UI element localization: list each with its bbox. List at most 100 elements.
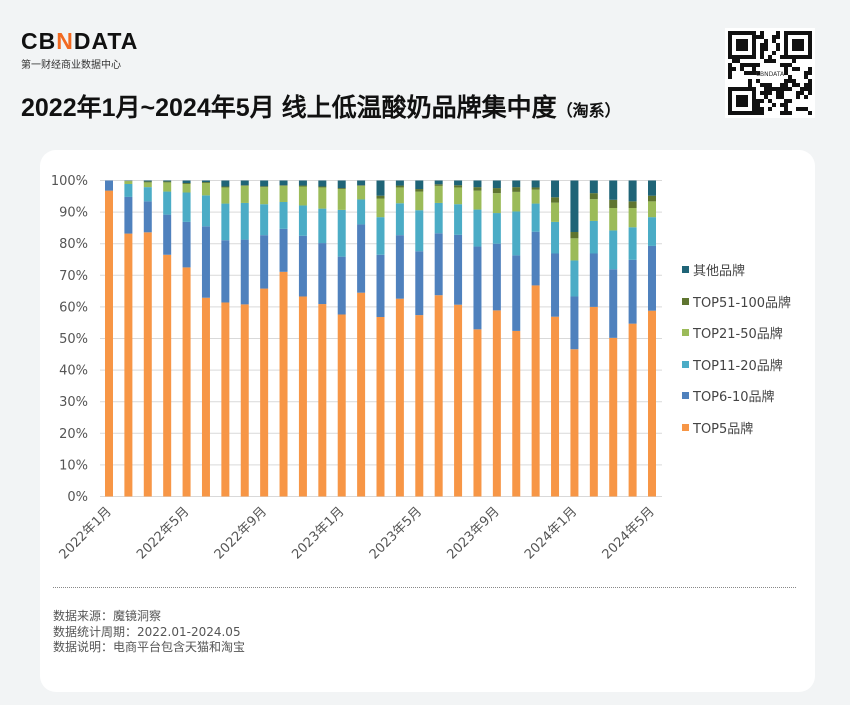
x-tick-label: 2024年5月 <box>600 504 658 562</box>
qr-module <box>768 91 772 95</box>
bar-segment <box>512 330 521 497</box>
qr-module <box>780 95 784 99</box>
legend-label: TOP51-100品牌 <box>693 295 792 311</box>
qr-module <box>780 91 784 95</box>
qr-module <box>804 95 808 99</box>
bar-segment <box>143 201 152 233</box>
bar-segment <box>434 180 443 185</box>
bar-segment <box>201 182 210 184</box>
bar-segment <box>531 285 540 497</box>
bar-segment <box>589 199 598 221</box>
qr-module <box>756 79 760 83</box>
qr-module <box>772 87 776 91</box>
bar-segment <box>221 240 230 303</box>
bar-segment <box>551 202 560 222</box>
bar-segment <box>454 204 463 235</box>
qr-module <box>788 63 792 67</box>
bar-segment <box>415 210 424 252</box>
bar-segment <box>105 180 113 191</box>
qr-module <box>736 59 740 63</box>
bar-segment <box>298 235 307 297</box>
qr-module <box>728 111 732 115</box>
bar-segment <box>279 201 288 229</box>
bar-segment <box>628 227 637 260</box>
qr-module <box>788 31 792 35</box>
bar-segment <box>492 180 501 189</box>
bar-segment <box>551 221 560 254</box>
qr-module <box>792 55 796 59</box>
qr-module <box>776 31 780 35</box>
qr-module <box>752 111 756 115</box>
bar-segment <box>221 302 230 497</box>
legend-swatch <box>682 392 689 400</box>
qr-module <box>728 91 732 95</box>
y-tick-label: 10% <box>59 458 88 473</box>
bar-segment <box>279 180 288 186</box>
qr-module <box>788 99 792 103</box>
qr-module <box>808 43 812 47</box>
bar-segment <box>357 224 366 293</box>
legend-item: 其他品牌 <box>682 254 791 286</box>
qr-center-logo: CBNDATA <box>756 71 785 78</box>
bar-segment <box>551 316 560 497</box>
y-tick-label: 90% <box>59 206 88 221</box>
qr-module <box>744 47 748 51</box>
chart-title: 2022年1月~2024年5月 线上低温酸奶品牌集中度（淘系） <box>21 88 621 124</box>
qr-module <box>728 31 732 35</box>
qr-module <box>768 99 772 103</box>
qr-module <box>732 111 736 115</box>
qr-module <box>728 95 732 99</box>
bar-segment <box>337 180 346 189</box>
bar-segment <box>182 183 191 184</box>
bar-segment <box>434 295 443 497</box>
legend-label: TOP11-20品牌 <box>693 358 783 374</box>
qr-module <box>760 83 764 87</box>
qr-module <box>808 35 812 39</box>
bar-segment <box>182 192 191 222</box>
bar-segment <box>201 180 210 183</box>
bar-segment <box>240 239 249 305</box>
qr-code: CBNDATA <box>725 28 815 118</box>
bar-segment <box>512 187 521 192</box>
legend-label: TOP5品牌 <box>693 421 754 437</box>
legend-item: TOP21-50品牌 <box>682 317 791 349</box>
bar-segment <box>376 198 385 218</box>
bar-segment <box>454 187 463 205</box>
qr-module <box>776 91 780 95</box>
bar-segment <box>163 214 172 255</box>
qr-module <box>756 35 760 39</box>
bar-segment <box>163 254 172 497</box>
bar-segment <box>492 310 501 497</box>
qr-module <box>736 99 740 103</box>
qr-module <box>784 47 788 51</box>
qr-module <box>772 59 776 63</box>
qr-module <box>728 39 732 43</box>
qr-module <box>740 111 744 115</box>
qr-module <box>732 67 736 71</box>
qr-module <box>756 63 760 67</box>
qr-module <box>792 59 796 63</box>
qr-module <box>808 83 812 87</box>
bar-segment <box>201 297 210 497</box>
qr-module <box>736 39 740 43</box>
legend-item: TOP6-10品牌 <box>682 380 791 412</box>
bar-segment <box>143 182 152 188</box>
legend-item: TOP11-20品牌 <box>682 349 791 381</box>
bar-segment <box>182 267 191 497</box>
bar-segment <box>531 231 540 286</box>
bar-segment <box>609 207 618 231</box>
bar-segment <box>570 349 579 497</box>
bar-segment <box>395 187 404 204</box>
qr-module <box>728 63 732 67</box>
bar-segment <box>376 217 385 255</box>
qr-module <box>756 111 760 115</box>
bar-segment <box>337 209 346 257</box>
qr-module <box>728 87 732 91</box>
qr-module <box>808 91 812 95</box>
bar-segment <box>182 221 191 268</box>
legend-label: TOP6-10品牌 <box>693 390 775 406</box>
qr-module <box>800 55 804 59</box>
qr-module <box>752 71 756 75</box>
bar-segment <box>221 180 230 187</box>
qr-module <box>788 75 792 79</box>
